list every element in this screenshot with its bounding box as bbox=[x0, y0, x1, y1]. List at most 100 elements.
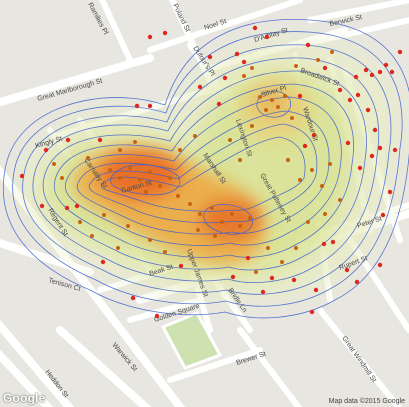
map-marker[interactable] bbox=[313, 287, 319, 293]
map-marker[interactable] bbox=[178, 263, 184, 269]
map-marker[interactable] bbox=[380, 212, 386, 218]
map-marker[interactable] bbox=[97, 137, 103, 143]
map-marker[interactable] bbox=[283, 94, 287, 98]
map-marker[interactable] bbox=[138, 178, 142, 182]
map-marker[interactable] bbox=[306, 220, 310, 224]
map-marker[interactable] bbox=[387, 189, 393, 195]
map-marker[interactable] bbox=[154, 313, 160, 319]
map-marker[interactable] bbox=[163, 250, 167, 254]
map-marker[interactable] bbox=[102, 213, 106, 217]
map-marker[interactable] bbox=[264, 108, 268, 112]
map-marker[interactable] bbox=[290, 116, 294, 120]
map-marker[interactable] bbox=[193, 134, 197, 138]
map-marker[interactable] bbox=[276, 105, 280, 109]
map-marker[interactable] bbox=[220, 220, 224, 224]
map-marker[interactable] bbox=[230, 274, 236, 280]
map-marker[interactable] bbox=[213, 234, 217, 238]
map-marker[interactable] bbox=[198, 212, 202, 216]
map-marker[interactable] bbox=[305, 42, 311, 48]
map-marker[interactable] bbox=[242, 74, 246, 78]
map-marker[interactable] bbox=[238, 158, 242, 162]
map-marker[interactable] bbox=[228, 138, 232, 142]
map-marker[interactable] bbox=[60, 176, 64, 180]
map-marker[interactable] bbox=[134, 103, 140, 109]
map-marker[interactable] bbox=[74, 203, 80, 209]
map-marker[interactable] bbox=[39, 203, 45, 209]
map-marker[interactable] bbox=[355, 92, 361, 98]
map-marker[interactable] bbox=[207, 54, 213, 60]
map-marker[interactable] bbox=[196, 228, 200, 232]
map-marker[interactable] bbox=[210, 206, 214, 210]
map-marker[interactable] bbox=[130, 295, 136, 301]
map-marker[interactable] bbox=[188, 202, 192, 206]
map-marker[interactable] bbox=[222, 75, 228, 81]
map-marker[interactable] bbox=[216, 101, 222, 107]
map-marker[interactable] bbox=[337, 87, 343, 93]
map-marker[interactable] bbox=[128, 166, 132, 170]
map-marker[interactable] bbox=[369, 72, 375, 78]
map-marker[interactable] bbox=[353, 74, 359, 80]
map-marker[interactable] bbox=[162, 30, 168, 36]
map-marker[interactable] bbox=[90, 234, 94, 238]
map-marker[interactable] bbox=[280, 260, 284, 264]
map-marker[interactable] bbox=[147, 103, 153, 109]
map-marker[interactable] bbox=[291, 277, 297, 283]
map-marker[interactable] bbox=[144, 190, 148, 194]
map-marker[interactable] bbox=[118, 148, 122, 152]
map-marker[interactable] bbox=[258, 95, 262, 99]
map-marker[interactable] bbox=[238, 224, 242, 228]
map-marker[interactable] bbox=[148, 170, 152, 174]
map-marker[interactable] bbox=[372, 127, 378, 133]
map-marker[interactable] bbox=[148, 238, 152, 242]
map-marker[interactable] bbox=[52, 162, 56, 166]
map-marker[interactable] bbox=[254, 270, 258, 274]
map-marker[interactable] bbox=[65, 137, 71, 143]
map-marker[interactable] bbox=[383, 62, 389, 68]
map-marker[interactable] bbox=[260, 289, 266, 295]
map-marker[interactable] bbox=[100, 259, 106, 265]
map-marker[interactable] bbox=[377, 262, 383, 268]
map-marker[interactable] bbox=[286, 158, 290, 162]
map-marker[interactable] bbox=[270, 98, 274, 102]
map-marker[interactable] bbox=[19, 173, 25, 179]
map-marker[interactable] bbox=[147, 34, 153, 40]
map-marker[interactable] bbox=[78, 220, 82, 224]
map-marker[interactable] bbox=[397, 49, 403, 55]
map-marker[interactable] bbox=[347, 97, 353, 103]
map-marker[interactable] bbox=[392, 147, 398, 153]
map-marker[interactable] bbox=[241, 59, 247, 65]
map-marker[interactable] bbox=[330, 50, 334, 54]
map-marker[interactable] bbox=[320, 184, 324, 188]
map-marker[interactable] bbox=[322, 65, 328, 71]
map-marker[interactable] bbox=[266, 246, 270, 250]
map-marker[interactable] bbox=[302, 143, 308, 149]
map-marker[interactable] bbox=[357, 165, 363, 171]
map-marker[interactable] bbox=[133, 140, 137, 144]
map-marker[interactable] bbox=[377, 69, 383, 75]
map-marker[interactable] bbox=[234, 51, 240, 57]
map-marker[interactable] bbox=[126, 224, 130, 228]
map-marker[interactable] bbox=[197, 84, 203, 90]
map-marker[interactable] bbox=[309, 309, 315, 315]
map-marker[interactable] bbox=[323, 212, 327, 216]
map-marker[interactable] bbox=[176, 194, 180, 198]
map-marker[interactable] bbox=[344, 267, 350, 273]
map-marker[interactable] bbox=[310, 168, 314, 172]
map-marker[interactable] bbox=[118, 176, 122, 180]
map-marker[interactable] bbox=[345, 140, 351, 146]
map-marker[interactable] bbox=[311, 132, 317, 138]
map-marker[interactable] bbox=[363, 67, 369, 73]
map-marker[interactable] bbox=[64, 205, 70, 211]
map-marker[interactable] bbox=[248, 216, 252, 220]
map-marker[interactable] bbox=[338, 198, 342, 202]
map-marker[interactable] bbox=[354, 279, 360, 285]
map-marker[interactable] bbox=[389, 69, 395, 75]
map-attribution[interactable]: Map data ©2015 Google bbox=[328, 398, 405, 405]
map-marker[interactable] bbox=[230, 212, 234, 216]
map-marker[interactable] bbox=[168, 176, 172, 180]
map-marker[interactable] bbox=[116, 246, 120, 250]
map-marker[interactable] bbox=[294, 64, 298, 68]
map-marker[interactable] bbox=[108, 168, 112, 172]
map-marker[interactable] bbox=[269, 275, 275, 281]
